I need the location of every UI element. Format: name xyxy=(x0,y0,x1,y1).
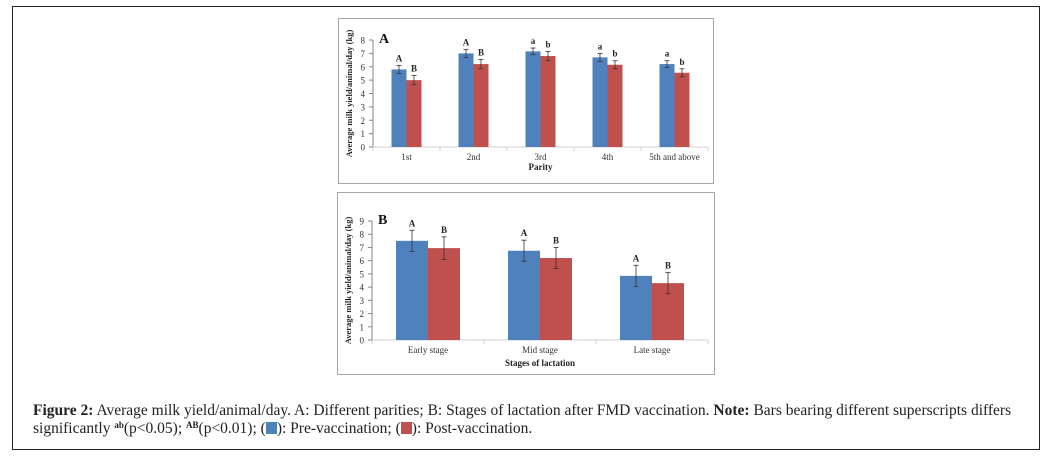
significance-label: A xyxy=(396,53,403,63)
caption-pre-text: ): Pre-vaccination; ( xyxy=(276,420,401,437)
y-tick-label: 4 xyxy=(360,283,365,293)
significance-label: B xyxy=(411,63,417,73)
y-tick-label: 6 xyxy=(361,62,366,72)
bar-pre xyxy=(659,64,675,147)
significance-label: B xyxy=(665,261,671,271)
significance-label: a xyxy=(665,49,670,59)
y-tick-label: 9 xyxy=(360,217,365,227)
y-tick-label: 5 xyxy=(360,269,365,279)
figure-frame xyxy=(12,6,1040,450)
bar-pre xyxy=(525,51,541,147)
panel-label: B xyxy=(378,213,387,228)
bar-post xyxy=(607,64,623,147)
significance-label: b xyxy=(612,49,617,59)
y-tick-label: 3 xyxy=(360,296,365,306)
y-tick-label: 8 xyxy=(361,36,366,46)
y-tick-label: 7 xyxy=(360,243,365,253)
chart-b-svg: 0 1 2 3 4 5 6 7 8 9 Early stage A B Mid stage A B Late s… xyxy=(343,213,709,368)
bar-pre xyxy=(508,250,540,340)
significance-label: B xyxy=(478,47,484,57)
caption-post-text: ): Post-vaccination. xyxy=(411,420,533,437)
y-tick-label: 7 xyxy=(361,49,366,59)
x-tick-label: 2nd xyxy=(467,152,481,162)
significance-label: b xyxy=(679,57,684,67)
x-tick-label: 1st xyxy=(401,152,412,162)
bar-post xyxy=(540,258,572,340)
bar-pre xyxy=(396,240,428,340)
significance-label: A xyxy=(409,218,416,228)
chart-panel-b: 0 1 2 3 4 5 6 7 8 9 Early stage A B Mid stage A B Late s… xyxy=(337,192,715,375)
bar-pre xyxy=(391,69,407,147)
bar-pre xyxy=(458,53,474,147)
bar-post xyxy=(473,64,489,147)
y-tick-label: 1 xyxy=(361,129,366,139)
y-tick-label: 6 xyxy=(360,256,365,266)
y-tick-label: 8 xyxy=(360,230,365,240)
caption-p-ab: (p<0.05); xyxy=(123,420,187,437)
y-tick-label: 0 xyxy=(360,336,365,346)
significance-label: a xyxy=(531,36,536,46)
significance-label: A xyxy=(633,253,640,263)
pre-vaccination-swatch xyxy=(265,422,277,434)
caption-figure-label: Figure 2: xyxy=(33,402,94,419)
bar-post xyxy=(674,72,690,147)
post-vaccination-swatch xyxy=(400,422,412,434)
x-tick-label: 4th xyxy=(602,152,614,162)
significance-label: b xyxy=(545,39,550,49)
y-tick-label: 2 xyxy=(360,309,365,319)
y-tick-label: 0 xyxy=(361,143,366,153)
y-tick-label: 4 xyxy=(361,89,366,99)
y-axis-title: Average milk yield/animal/day (kg) xyxy=(343,217,353,345)
x-tick-label: 5th and above xyxy=(649,152,699,162)
bar-post xyxy=(540,56,556,147)
figure-caption: Figure 2: Average milk yield/animal/day.… xyxy=(33,402,1033,438)
panel-label: A xyxy=(379,32,390,47)
y-axis-title: Average milk yield/animal/day (kg) xyxy=(344,30,354,158)
caption-sup-AB: AB xyxy=(186,420,199,430)
y-tick-label: 2 xyxy=(361,116,366,126)
caption-text-2: Bars bearing different superscripts diff… xyxy=(33,402,1012,437)
x-axis-title: Parity xyxy=(529,162,553,172)
x-axis-title: Stages of lactation xyxy=(505,358,575,368)
y-tick-label: 5 xyxy=(361,76,366,86)
x-tick-label: 3rd xyxy=(535,152,547,162)
y-tick-label: 3 xyxy=(361,102,366,112)
caption-text-1: Average milk yield/animal/day. A: Differ… xyxy=(93,402,714,419)
significance-label: a xyxy=(598,41,603,51)
caption-note-label: Note: xyxy=(713,402,750,419)
chart-panel-a: 0 1 2 3 4 5 6 7 8 1st A B 2nd A B 3rd a b 4th a b 5th and abo… xyxy=(338,18,714,184)
bar-post xyxy=(428,248,460,340)
caption-p-AB: (p<0.01); ( xyxy=(198,420,266,437)
significance-label: A xyxy=(521,228,528,238)
x-tick-label: Late stage xyxy=(634,345,671,355)
caption-sup-ab: ab xyxy=(114,420,124,430)
significance-label: A xyxy=(463,37,470,47)
y-tick-label: 1 xyxy=(360,322,365,332)
significance-label: B xyxy=(553,235,559,245)
x-tick-label: Early stage xyxy=(408,345,448,355)
bar-post xyxy=(406,80,422,147)
x-tick-label: Mid stage xyxy=(522,345,558,355)
bar-pre xyxy=(592,57,608,148)
significance-label: B xyxy=(441,225,447,235)
